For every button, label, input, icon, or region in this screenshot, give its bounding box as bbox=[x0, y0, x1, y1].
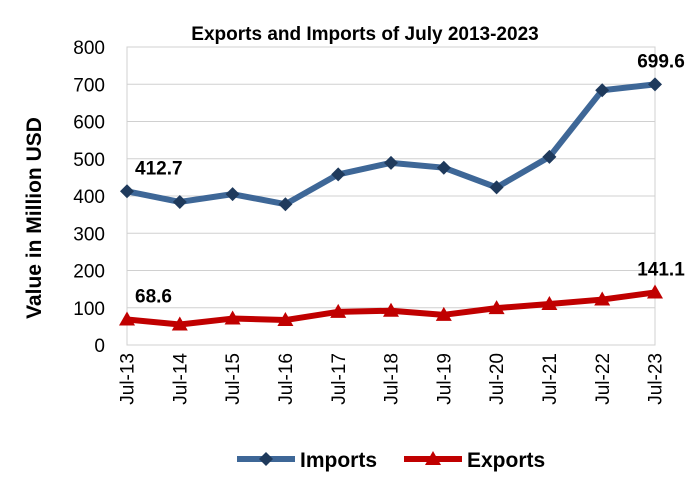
data-label: 699.6 bbox=[637, 51, 685, 72]
data-point-imports bbox=[542, 149, 557, 164]
data-point-imports bbox=[172, 194, 187, 209]
data-point-exports bbox=[119, 311, 135, 326]
legend-label-imports: Imports bbox=[300, 449, 377, 472]
data-point-exports bbox=[541, 296, 558, 311]
x-axis-ticks: Jul-13 Jul-14 Jul-15 Jul-16 Jul-17 Jul-18 Jul-… bbox=[118, 353, 667, 405]
series-line-imports bbox=[124, 81, 658, 208]
x-tick-label: Jul-15 bbox=[223, 353, 244, 405]
data-point-imports bbox=[225, 187, 240, 202]
data-point-exports bbox=[594, 291, 611, 306]
x-tick-label: Jul-22 bbox=[593, 353, 614, 405]
data-point-exports bbox=[330, 303, 347, 318]
y-tick-label: 600 bbox=[73, 113, 105, 134]
data-point-imports bbox=[278, 197, 293, 212]
series-layer bbox=[119, 77, 663, 331]
data-point-exports bbox=[647, 284, 663, 299]
y-tick-label: 700 bbox=[73, 75, 105, 96]
y-axis-ticks: 0 100 200 300 400 500 600 700 800 bbox=[73, 38, 105, 357]
y-tick-label: 200 bbox=[73, 262, 105, 283]
x-tick-label: Jul-17 bbox=[329, 353, 350, 405]
y-tick-label: 400 bbox=[73, 187, 105, 208]
x-tick-label: Jul-16 bbox=[276, 353, 297, 405]
legend-label-exports: Exports bbox=[467, 449, 545, 472]
y-axis-label: Value in Million USD bbox=[23, 117, 46, 319]
x-tick-label: Jul-20 bbox=[487, 353, 508, 405]
data-point-exports bbox=[224, 310, 241, 325]
data-point-imports bbox=[595, 83, 610, 98]
x-tick-label: Jul-19 bbox=[434, 353, 455, 405]
y-tick-label: 300 bbox=[73, 224, 105, 245]
data-point-exports bbox=[383, 302, 399, 317]
legend-marker-exports bbox=[425, 451, 441, 465]
x-tick-label: Jul-14 bbox=[170, 353, 191, 405]
y-tick-label: 100 bbox=[73, 299, 105, 320]
data-point-imports bbox=[331, 167, 346, 182]
legend[interactable]: Imports Exports bbox=[237, 449, 545, 472]
data-label: 412.7 bbox=[135, 158, 183, 179]
data-label: 68.6 bbox=[135, 286, 172, 307]
chart-title: Exports and Imports of July 2013-2023 bbox=[191, 24, 538, 45]
data-label: 141.1 bbox=[637, 259, 685, 280]
y-tick-label: 800 bbox=[73, 38, 105, 59]
data-point-imports bbox=[120, 184, 134, 199]
x-tick-label: Jul-21 bbox=[540, 353, 561, 405]
data-point-imports bbox=[648, 77, 662, 92]
x-tick-label: Jul-23 bbox=[646, 353, 667, 405]
y-tick-label: 500 bbox=[73, 150, 105, 171]
data-point-exports bbox=[435, 306, 452, 321]
data-labels: 412.7 699.6 68.6 141.1 bbox=[135, 51, 685, 307]
data-point-exports bbox=[277, 312, 294, 327]
x-tick-label: Jul-18 bbox=[382, 353, 403, 405]
data-point-imports bbox=[489, 180, 504, 195]
x-tick-label: Jul-13 bbox=[118, 353, 139, 405]
legend-marker-imports bbox=[259, 452, 273, 466]
data-point-exports bbox=[171, 316, 188, 331]
data-point-imports bbox=[384, 155, 398, 170]
y-tick-label: 0 bbox=[94, 336, 105, 357]
data-point-exports bbox=[488, 300, 505, 315]
data-point-imports bbox=[436, 160, 451, 175]
